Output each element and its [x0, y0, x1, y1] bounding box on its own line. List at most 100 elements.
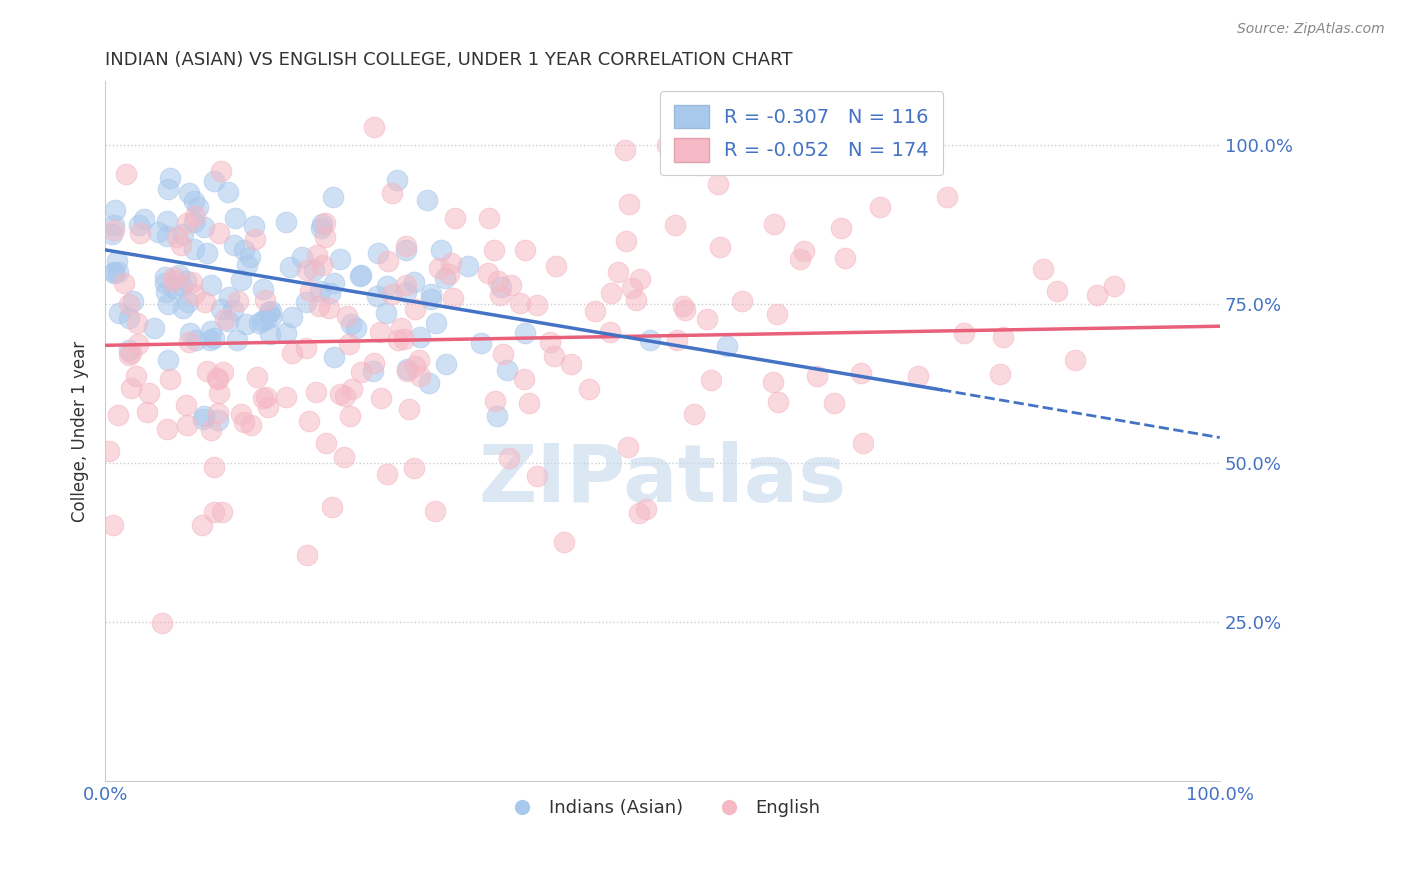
- Point: [157, 297, 180, 311]
- Point: [314, 230, 336, 244]
- Point: [276, 326, 298, 341]
- Point: [499, 278, 522, 293]
- Point: [953, 326, 976, 341]
- Point: [309, 221, 332, 235]
- Point: [696, 312, 718, 326]
- Point: [834, 251, 856, 265]
- Point: [304, 263, 326, 277]
- Point: [298, 284, 321, 298]
- Point: [232, 415, 254, 429]
- Point: [322, 276, 344, 290]
- Point: [498, 451, 520, 466]
- Point: [363, 364, 385, 378]
- Point: [103, 223, 125, 237]
- Point: [560, 357, 582, 371]
- Point: [366, 288, 388, 302]
- Point: [167, 268, 190, 282]
- Point: [387, 333, 409, 347]
- Point: [209, 302, 232, 317]
- Point: [108, 305, 131, 319]
- Point: [526, 469, 548, 483]
- Point: [613, 143, 636, 157]
- Point: [418, 376, 440, 390]
- Point: [731, 294, 754, 309]
- Point: [672, 299, 695, 313]
- Point: [395, 244, 418, 258]
- Point: [295, 295, 318, 310]
- Point: [398, 401, 420, 416]
- Point: [162, 281, 184, 295]
- Point: [250, 313, 273, 327]
- Point: [101, 517, 124, 532]
- Point: [105, 253, 128, 268]
- Point: [380, 186, 402, 200]
- Point: [193, 220, 215, 235]
- Point: [444, 211, 467, 226]
- Point: [184, 209, 207, 223]
- Point: [224, 211, 246, 225]
- Point: [212, 365, 235, 379]
- Point: [314, 216, 336, 230]
- Point: [305, 384, 328, 399]
- Point: [583, 304, 606, 318]
- Point: [118, 348, 141, 362]
- Point: [553, 534, 575, 549]
- Text: ZIPatlas: ZIPatlas: [478, 442, 846, 519]
- Point: [337, 336, 360, 351]
- Point: [404, 359, 426, 374]
- Point: [172, 227, 194, 241]
- Point: [217, 314, 239, 328]
- Point: [482, 243, 505, 257]
- Point: [484, 393, 506, 408]
- Point: [170, 237, 193, 252]
- Point: [477, 266, 499, 280]
- Point: [103, 265, 125, 279]
- Point: [172, 301, 194, 315]
- Point: [120, 381, 142, 395]
- Point: [254, 390, 277, 404]
- Point: [513, 326, 536, 340]
- Point: [806, 369, 828, 384]
- Point: [156, 422, 179, 436]
- Point: [208, 227, 231, 241]
- Point: [214, 312, 236, 326]
- Point: [340, 317, 363, 331]
- Point: [1031, 261, 1053, 276]
- Point: [257, 400, 280, 414]
- Legend: Indians (Asian), English: Indians (Asian), English: [496, 792, 828, 824]
- Point: [127, 337, 149, 351]
- Point: [665, 333, 688, 347]
- Point: [335, 388, 357, 402]
- Point: [146, 225, 169, 239]
- Point: [350, 268, 373, 283]
- Point: [202, 504, 225, 518]
- Point: [174, 398, 197, 412]
- Point: [689, 158, 711, 172]
- Point: [179, 326, 201, 341]
- Point: [673, 302, 696, 317]
- Point: [207, 372, 229, 386]
- Point: [309, 285, 332, 299]
- Point: [626, 293, 648, 307]
- Point: [239, 418, 262, 433]
- Point: [127, 317, 149, 331]
- Point: [274, 215, 297, 229]
- Point: [339, 409, 361, 424]
- Point: [295, 342, 318, 356]
- Point: [1102, 278, 1125, 293]
- Point: [766, 307, 789, 321]
- Point: [218, 290, 240, 304]
- Point: [607, 265, 630, 279]
- Point: [132, 212, 155, 227]
- Point: [988, 367, 1011, 381]
- Point: [157, 182, 180, 196]
- Point: [235, 258, 257, 272]
- Point: [298, 414, 321, 428]
- Point: [205, 371, 228, 385]
- Point: [120, 346, 142, 360]
- Point: [457, 259, 479, 273]
- Point: [243, 232, 266, 246]
- Point: [620, 281, 643, 295]
- Point: [159, 171, 181, 186]
- Point: [200, 423, 222, 437]
